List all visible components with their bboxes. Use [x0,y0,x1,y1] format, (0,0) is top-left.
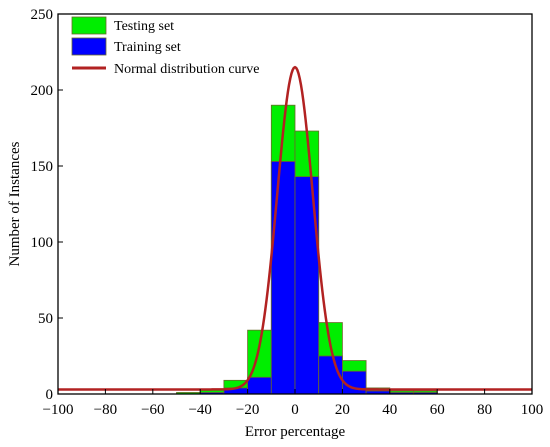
legend-swatch-testing [71,16,107,35]
legend-label-testing: Testing set [114,19,174,34]
y-tick-label: 250 [31,7,54,23]
x-tick-label: 20 [335,402,350,418]
x-axis-title: Error percentage [245,424,346,440]
x-tick-label: −20 [236,402,259,418]
y-tick-label: 0 [46,387,54,403]
x-tick-label: −100 [43,402,74,418]
x-tick-label: 40 [382,402,397,418]
y-tick-label: 200 [31,83,54,99]
y-axis-title: Number of Instances [7,141,23,266]
x-tick-label: −80 [94,402,117,418]
legend-label-curve: Normal distribution curve [114,62,259,77]
x-tick-label: 80 [477,402,492,418]
legend-swatch-training [71,37,107,56]
x-tick-label: 100 [521,402,544,418]
training-bar [247,376,272,395]
training-set-bars [199,161,438,395]
legend: Testing set Training set Normal distribu… [71,16,259,77]
x-tick-label: −40 [188,402,211,418]
x-tick-label: 0 [291,402,299,418]
y-tick-label: 50 [38,311,53,327]
x-tick-label: 60 [430,402,445,418]
x-tick-label: −60 [141,402,164,418]
y-tick-label: 100 [31,235,54,251]
legend-label-training: Training set [114,40,181,55]
training-bar [270,161,296,395]
y-axis-ticks: 0 50 100 150 200 250 [31,7,63,403]
y-tick-label: 150 [31,159,54,175]
x-axis-ticks: −100 −80 −60 −40 −20 0 20 40 60 80 100 [43,389,544,418]
normal-distribution-curve [58,65,532,391]
